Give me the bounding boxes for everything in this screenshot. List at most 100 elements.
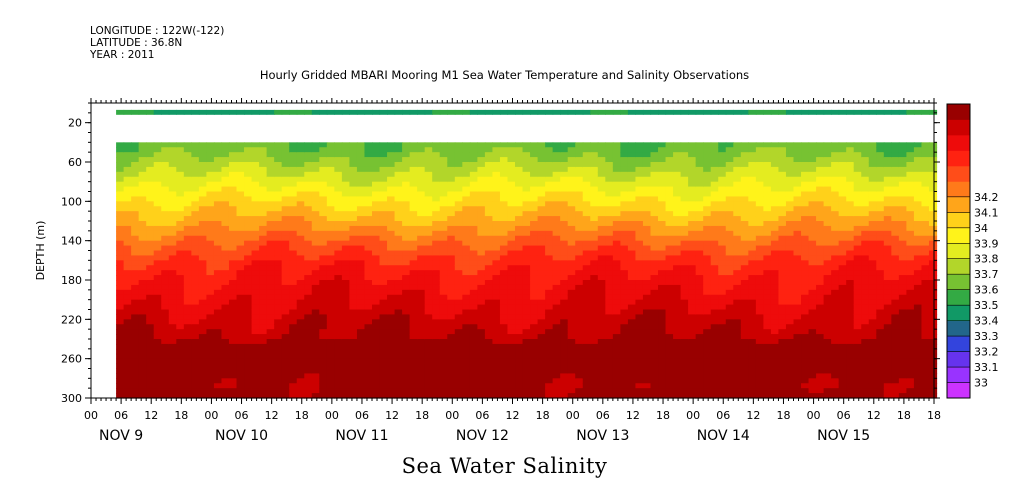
heatmap-cell bbox=[319, 240, 328, 247]
heatmap-cell bbox=[372, 147, 381, 153]
heatmap-cell bbox=[816, 206, 825, 212]
heatmap-cell bbox=[176, 196, 185, 202]
heatmap-cell bbox=[635, 284, 644, 291]
heatmap-cell bbox=[454, 378, 463, 384]
heatmap-cell bbox=[590, 206, 599, 212]
heatmap-cell bbox=[183, 275, 192, 281]
heatmap-cell bbox=[356, 171, 366, 178]
heatmap-cell bbox=[545, 324, 554, 330]
heatmap-cell bbox=[319, 211, 328, 217]
heatmap-cell bbox=[658, 368, 667, 375]
heatmap-cell bbox=[447, 378, 456, 384]
heatmap-cell bbox=[823, 171, 832, 178]
heatmap-cell bbox=[379, 176, 388, 183]
heatmap-cell bbox=[296, 314, 305, 320]
heatmap-cell bbox=[605, 299, 614, 306]
heatmap-cell bbox=[515, 329, 524, 335]
heatmap-cell bbox=[499, 147, 509, 153]
heatmap-cell bbox=[439, 142, 448, 148]
heatmap-cell bbox=[778, 324, 787, 330]
heatmap-cell bbox=[123, 378, 132, 384]
heatmap-cell bbox=[688, 353, 697, 360]
heatmap-cell bbox=[778, 339, 787, 345]
heatmap-cell bbox=[356, 343, 366, 350]
heatmap-cell bbox=[274, 383, 283, 389]
heatmap-cell bbox=[816, 348, 825, 355]
heatmap-cell bbox=[469, 353, 478, 360]
heatmap-cell bbox=[251, 235, 260, 242]
heatmap-cell bbox=[748, 142, 757, 148]
heatmap-cell bbox=[296, 216, 305, 222]
heatmap-cell bbox=[748, 225, 757, 232]
heatmap-cell bbox=[733, 191, 742, 198]
heatmap-cell bbox=[469, 280, 478, 286]
heatmap-cell bbox=[304, 240, 313, 247]
heatmap-cell bbox=[793, 181, 802, 188]
heatmap-cell bbox=[326, 206, 335, 212]
heatmap-cell bbox=[417, 284, 426, 291]
heatmap-cell bbox=[432, 280, 441, 286]
heatmap-cell bbox=[710, 221, 719, 227]
heatmap-cell bbox=[191, 211, 200, 217]
heatmap-cell bbox=[462, 353, 471, 360]
heatmap-cell bbox=[334, 319, 343, 325]
heatmap-cell bbox=[575, 245, 584, 252]
heatmap-cell bbox=[228, 358, 238, 365]
heatmap-cell bbox=[432, 206, 441, 212]
heatmap-cell bbox=[763, 191, 772, 198]
heatmap-cell bbox=[341, 191, 351, 198]
heatmap-cell bbox=[499, 270, 509, 276]
heatmap-cell bbox=[620, 393, 629, 399]
heatmap-cell bbox=[695, 221, 704, 227]
heatmap-cell bbox=[748, 240, 757, 247]
heatmap-cell bbox=[417, 157, 426, 163]
heatmap-cell bbox=[733, 348, 742, 355]
heatmap-cell bbox=[808, 109, 817, 115]
heatmap-cell bbox=[522, 334, 531, 340]
heatmap-cell bbox=[612, 270, 621, 276]
heatmap-cell bbox=[244, 373, 253, 379]
heatmap-cell bbox=[545, 245, 554, 252]
heatmap-cell bbox=[492, 275, 501, 281]
heatmap-cell bbox=[228, 270, 238, 276]
heatmap-cell bbox=[612, 275, 621, 281]
heatmap-cell bbox=[372, 284, 381, 291]
heatmap-cell bbox=[439, 166, 448, 173]
heatmap-cell bbox=[289, 176, 298, 183]
heatmap-cell bbox=[733, 255, 742, 261]
heatmap-cell bbox=[597, 176, 606, 183]
heatmap-cell bbox=[183, 265, 192, 271]
heatmap-cell bbox=[507, 383, 516, 389]
heatmap-cell bbox=[454, 280, 463, 286]
heatmap-cell bbox=[725, 319, 734, 325]
heatmap-cell bbox=[183, 319, 192, 325]
heatmap-cell bbox=[718, 319, 727, 325]
heatmap-cell bbox=[507, 289, 516, 296]
heatmap-cell bbox=[153, 260, 162, 266]
heatmap-cell bbox=[153, 265, 162, 271]
heatmap-cell bbox=[755, 265, 764, 271]
heatmap-cell bbox=[432, 304, 441, 311]
heatmap-cell bbox=[650, 304, 659, 311]
heatmap-cell bbox=[236, 109, 245, 115]
heatmap-cell bbox=[740, 162, 749, 168]
heatmap-cell bbox=[673, 280, 682, 286]
heatmap-cell bbox=[462, 319, 471, 325]
heatmap-cell bbox=[710, 147, 719, 153]
heatmap-cell bbox=[582, 240, 591, 247]
heatmap-cell bbox=[710, 142, 719, 148]
heatmap-cell bbox=[567, 373, 576, 379]
heatmap-cell bbox=[567, 230, 576, 237]
heatmap-cell bbox=[808, 235, 817, 242]
heatmap-cell bbox=[537, 319, 546, 325]
heatmap-cell bbox=[311, 240, 320, 247]
heatmap-cell bbox=[673, 304, 682, 311]
heatmap-cell bbox=[402, 294, 411, 301]
heatmap-cell bbox=[176, 314, 185, 320]
heatmap-cell bbox=[695, 166, 704, 173]
heatmap-cell bbox=[424, 171, 433, 178]
heatmap-cell bbox=[116, 383, 125, 389]
heatmap-cell bbox=[492, 314, 501, 320]
heatmap-cell bbox=[507, 221, 516, 227]
heatmap-cell bbox=[296, 186, 305, 193]
